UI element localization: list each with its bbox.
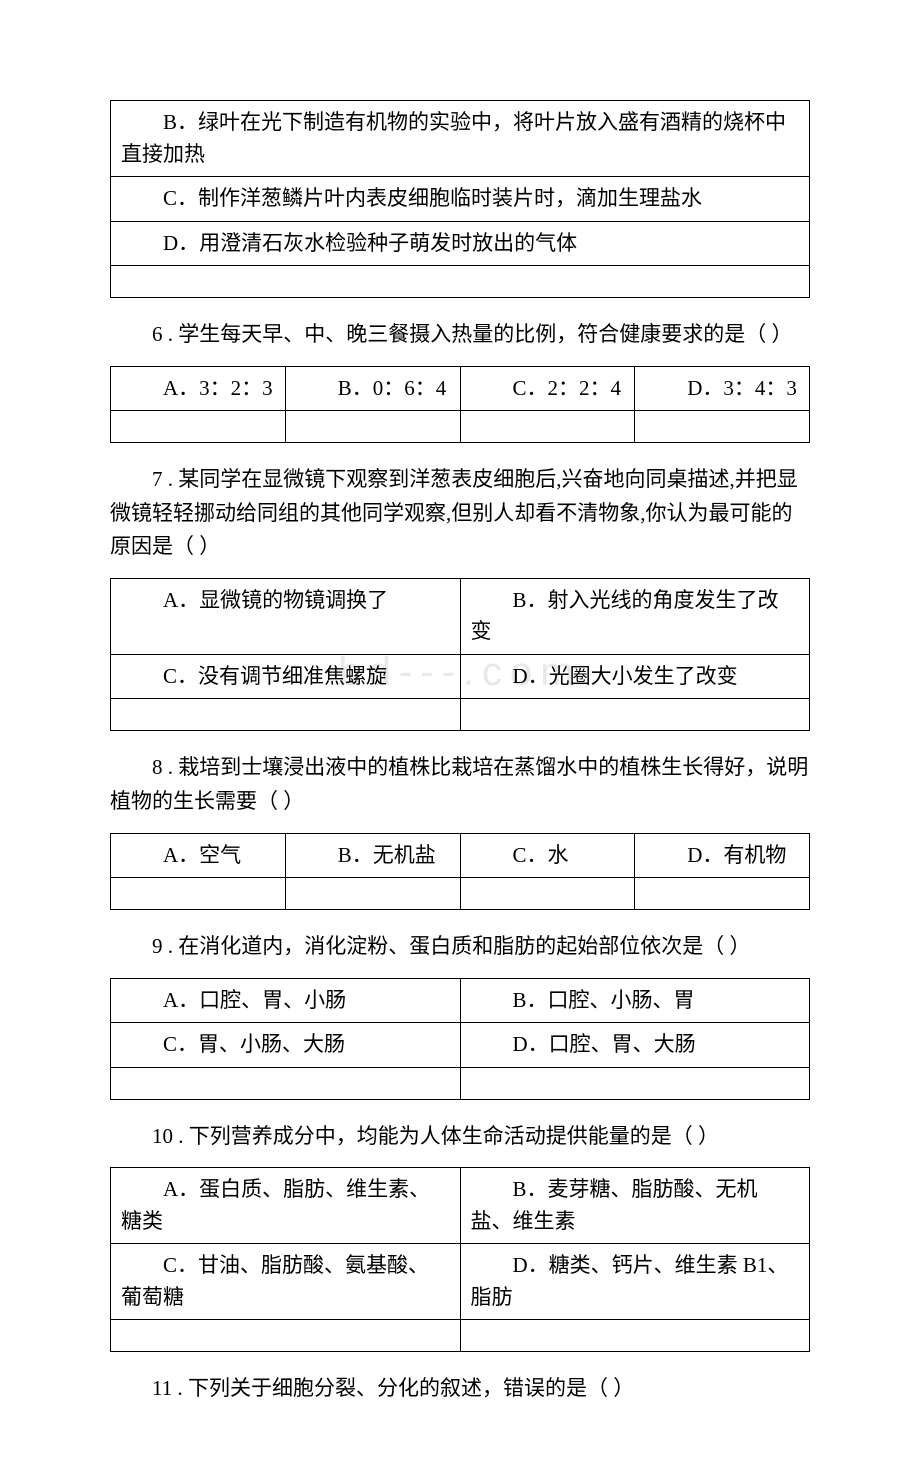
q8-opt-a: A．空气: [111, 833, 286, 878]
q8-opt-b: B．无机盐: [285, 833, 460, 878]
q7-opt-d: D．光圈大小发生了改变: [460, 654, 810, 699]
q7-empty-a: [111, 699, 461, 731]
q6-empty-a: [111, 411, 286, 443]
q6-opt-d: D．3：4：3: [635, 366, 810, 411]
q10-opt-d: D．糖类、钙片、维生素 B1、脂肪: [460, 1244, 810, 1320]
q7-opt-c: C．没有调节细准焦螺旋: [111, 654, 461, 699]
q9-options-table: A．口腔、胃、小肠 B．口腔、小肠、胃 C．胃、小肠、大肠 D．口腔、胃、大肠: [110, 978, 810, 1100]
q5-empty: [111, 266, 810, 298]
q9-empty-b: [460, 1067, 810, 1099]
q10-opt-b: B．麦芽糖、脂肪酸、无机盐、维生素: [460, 1168, 810, 1244]
q7-options-table: A．显微镜的物镜调换了 B．射入光线的角度发生了改变 C．没有调节细准焦螺旋 D…: [110, 578, 810, 732]
q6-opt-b: B．0：6：4: [285, 366, 460, 411]
q8-options-table: A．空气 B．无机盐 C．水 D．有机物: [110, 833, 810, 911]
q6-empty-c: [460, 411, 635, 443]
q7-text: 7 . 某同学在显微镜下观察到洋葱表皮细胞后,兴奋地向同桌描述,并把显微镜轻轻挪…: [110, 463, 810, 564]
q9-opt-b: B．口腔、小肠、胃: [460, 978, 810, 1023]
q6-empty-d: [635, 411, 810, 443]
q7-opt-b: B．射入光线的角度发生了改变: [460, 578, 810, 654]
q9-opt-d: D．口腔、胃、大肠: [460, 1023, 810, 1068]
q8-opt-d: D．有机物: [635, 833, 810, 878]
q10-empty-a: [111, 1320, 461, 1352]
q7-empty-b: [460, 699, 810, 731]
q8-empty-b: [285, 878, 460, 910]
q8-empty-d: [635, 878, 810, 910]
q6-options-table: A．3：2：3 B．0：6：4 C．2：2：4 D．3：4：3: [110, 366, 810, 444]
q5-opt-b: B．绿叶在光下制造有机物的实验中，将叶片放入盛有酒精的烧杯中直接加热: [111, 101, 810, 177]
q5-opt-c: C．制作洋葱鳞片叶内表皮细胞临时装片时，滴加生理盐水: [111, 177, 810, 222]
q9-text: 9 . 在消化道内，消化淀粉、蛋白质和脂肪的起始部位依次是（ ）: [110, 930, 810, 964]
q10-opt-c: C．甘油、脂肪酸、氨基酸、葡萄糖: [111, 1244, 461, 1320]
q5-options-table: B．绿叶在光下制造有机物的实验中，将叶片放入盛有酒精的烧杯中直接加热 C．制作洋…: [110, 100, 810, 298]
q8-empty-a: [111, 878, 286, 910]
q7-opt-a: A．显微镜的物镜调换了: [111, 578, 461, 654]
q10-text: 10 . 下列营养成分中，均能为人体生命活动提供能量的是（ ）: [110, 1120, 810, 1154]
q8-opt-c: C．水: [460, 833, 635, 878]
q6-empty-b: [285, 411, 460, 443]
q10-empty-b: [460, 1320, 810, 1352]
q10-opt-a: A．蛋白质、脂肪、维生素、糖类: [111, 1168, 461, 1244]
q5-opt-d: D．用澄清石灰水检验种子萌发时放出的气体: [111, 221, 810, 266]
q10-options-table: A．蛋白质、脂肪、维生素、糖类 B．麦芽糖、脂肪酸、无机盐、维生素 C．甘油、脂…: [110, 1167, 810, 1352]
q6-text: 6 . 学生每天早、中、晚三餐摄入热量的比例，符合健康要求的是（ ）: [110, 318, 810, 352]
q9-empty-a: [111, 1067, 461, 1099]
q11-text: 11 . 下列关于细胞分裂、分化的叙述，错误的是（ ）: [110, 1372, 810, 1406]
q9-opt-a: A．口腔、胃、小肠: [111, 978, 461, 1023]
q6-opt-c: C．2：2：4: [460, 366, 635, 411]
q8-empty-c: [460, 878, 635, 910]
q6-opt-a: A．3：2：3: [111, 366, 286, 411]
q9-opt-c: C．胃、小肠、大肠: [111, 1023, 461, 1068]
q8-text: 8 . 栽培到士壤浸出液中的植株比栽培在蒸馏水中的植株生长得好，说明植物的生长需…: [110, 751, 810, 818]
